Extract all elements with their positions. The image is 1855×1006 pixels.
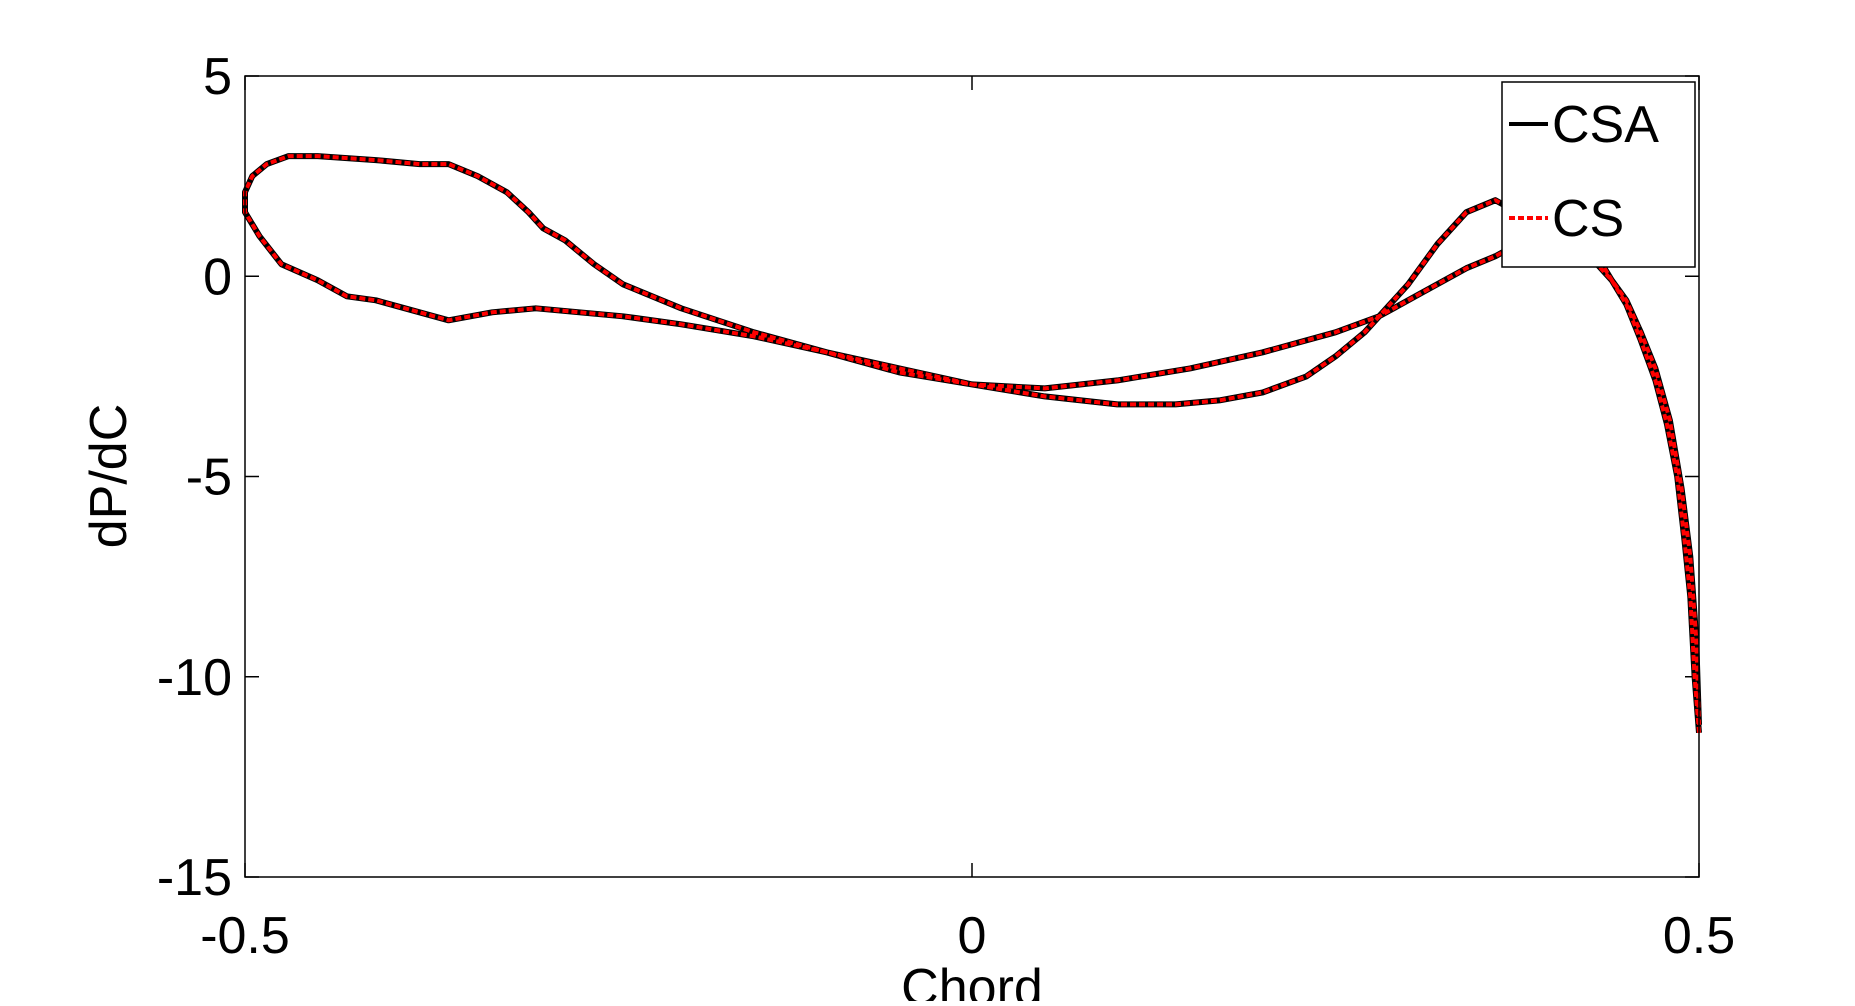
legend-label-csa: CSA <box>1552 96 1659 154</box>
x-axis-label: Chord <box>901 959 1043 1001</box>
x-tick-label: 0.5 <box>1663 907 1735 965</box>
plot-area <box>245 76 1699 877</box>
y-tick-label: 0 <box>203 248 232 306</box>
legend-box <box>1501 81 1696 268</box>
legend-label-cs: CS <box>1552 190 1624 248</box>
y-tick-label: -10 <box>157 649 232 707</box>
y-tick-label: -15 <box>157 849 232 907</box>
y-tick-label: 5 <box>203 48 232 106</box>
x-tick-label: 0 <box>958 907 987 965</box>
y-axis-label: dP/dC <box>80 404 138 549</box>
y-tick-label: -5 <box>186 449 232 507</box>
tick-labels-layer: -0.5 0 0.5 5 0 -5 -10 -15 <box>157 48 1735 965</box>
axes-box <box>244 75 1700 878</box>
x-tick-label: -0.5 <box>200 907 290 965</box>
legend: CSA CS <box>1501 81 1696 268</box>
